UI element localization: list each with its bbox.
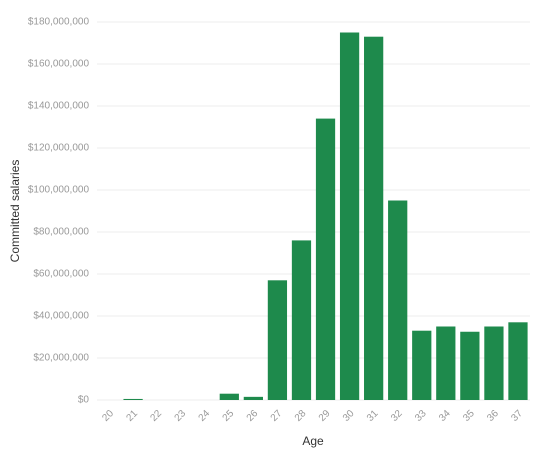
x-tick-label: 33 [413, 408, 429, 424]
x-tick-label: 32 [389, 408, 405, 424]
x-tick-label: 22 [148, 408, 164, 424]
x-tick-label: 24 [197, 408, 213, 424]
bar [123, 398, 143, 400]
bar [243, 396, 263, 400]
bar [364, 36, 384, 400]
bar [315, 118, 336, 400]
bar [339, 32, 360, 400]
bar [291, 240, 312, 400]
x-tick-label: 37 [509, 408, 525, 424]
y-tick-label: $40,000,000 [33, 311, 89, 322]
y-axis-title: Committed salaries [8, 160, 22, 263]
y-tick-label: $140,000,000 [28, 101, 90, 112]
bar [412, 330, 432, 400]
bar [508, 322, 528, 400]
y-tick-label: $0 [78, 395, 90, 406]
x-tick-label: 21 [124, 408, 140, 424]
bar [484, 326, 504, 400]
bar [436, 326, 456, 400]
x-tick-label: 31 [365, 408, 381, 424]
y-tick-label: $80,000,000 [33, 227, 89, 238]
y-tick-label: $100,000,000 [28, 185, 90, 196]
y-tick-label: $20,000,000 [33, 353, 89, 364]
bar [219, 393, 239, 400]
bar [460, 331, 480, 400]
x-tick-label: 30 [341, 408, 357, 424]
y-tick-label: $120,000,000 [28, 143, 90, 154]
x-tick-label: 34 [437, 408, 453, 424]
bar [388, 200, 408, 400]
x-axis-title: Age [302, 434, 324, 448]
x-tick-label: 25 [221, 408, 237, 424]
bar [267, 280, 288, 400]
x-tick-label: 36 [485, 408, 501, 424]
y-tick-label: $60,000,000 [33, 269, 89, 280]
x-tick-label: 29 [317, 408, 333, 424]
x-tick-label: 20 [100, 408, 116, 424]
y-tick-label: $180,000,000 [28, 17, 90, 28]
x-tick-label: 23 [173, 408, 189, 424]
x-tick-label: 27 [269, 408, 285, 424]
x-tick-label: 28 [293, 408, 309, 424]
y-tick-label: $160,000,000 [28, 59, 90, 70]
x-tick-label: 26 [245, 408, 261, 424]
x-tick-label: 35 [461, 408, 477, 424]
